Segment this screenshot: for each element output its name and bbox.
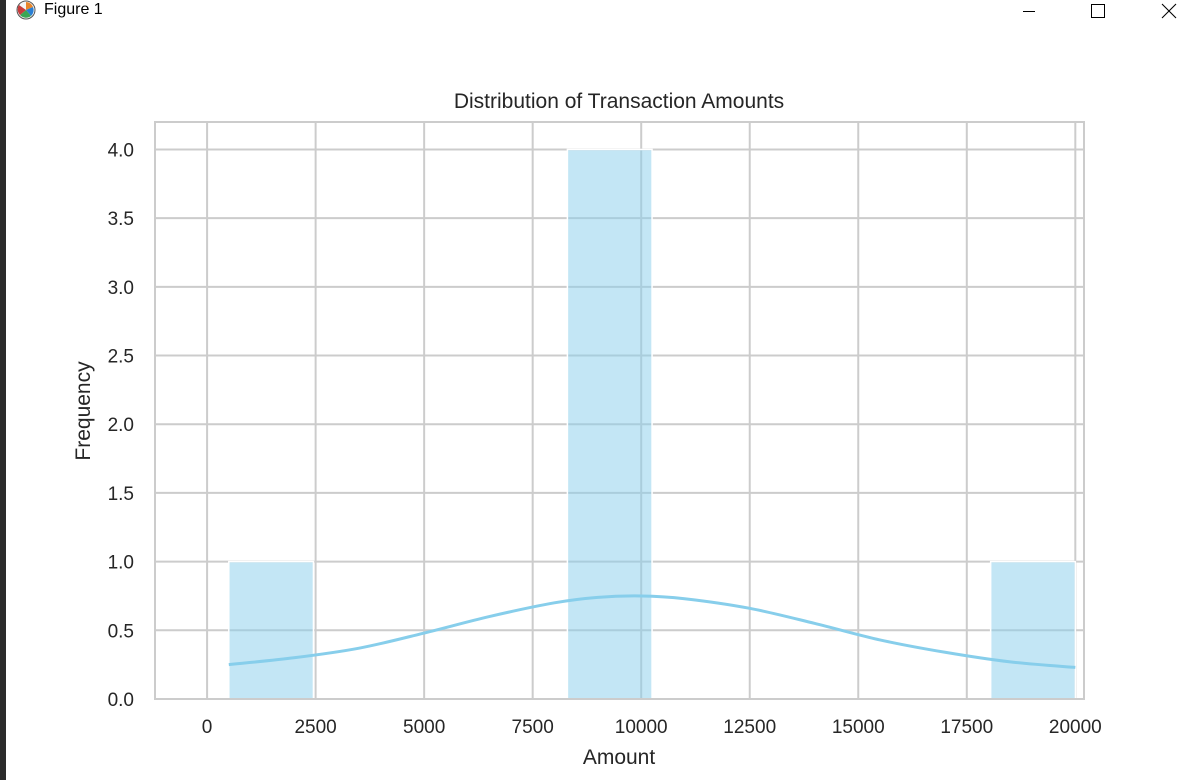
kde-curve-group <box>228 594 1076 669</box>
histogram-bars <box>228 148 1077 700</box>
maximize-button[interactable] <box>1075 0 1121 22</box>
x-tick-label-2: 5000 <box>403 717 445 738</box>
y-tick-label-0: 0.0 <box>108 690 134 711</box>
histogram-bar-2 <box>989 560 1077 700</box>
y-tick-label-3: 1.5 <box>108 484 134 505</box>
y-tick-label-6: 3.0 <box>108 278 134 299</box>
y-tick-label-4: 2.0 <box>108 415 134 436</box>
chart-title: Distribution of Transaction Amounts <box>454 90 784 113</box>
histogram-bar-1 <box>566 148 653 700</box>
maximize-icon <box>1091 4 1105 18</box>
window-title: Figure 1 <box>44 1 103 18</box>
y-tick-label-7: 3.5 <box>108 209 134 230</box>
close-icon <box>1161 3 1177 19</box>
x-tick-label-4: 10000 <box>615 717 668 738</box>
window-titlebar[interactable]: Figure 1 <box>6 0 1186 22</box>
histogram-bar-0 <box>228 560 315 700</box>
x-tick-label-0: 0 <box>202 717 213 738</box>
y-tick-label-8: 4.0 <box>108 140 134 161</box>
y-axis-label: Frequency <box>72 361 95 461</box>
plot-frame <box>154 121 1085 700</box>
x-tick-label-6: 15000 <box>832 717 885 738</box>
y-tick-label-2: 1.0 <box>108 553 134 574</box>
matplotlib-figure-icon <box>16 0 36 20</box>
tick-labels: 0 2500 5000 7500 10000 12500 15000 17500 20000 0.… <box>108 140 1102 738</box>
kde-curve <box>228 594 1076 669</box>
minimize-button[interactable] <box>1006 0 1052 22</box>
x-tick-label-7: 17500 <box>940 717 993 738</box>
minimize-icon <box>1023 11 1035 12</box>
y-tick-label-1: 0.5 <box>108 621 134 642</box>
x-tick-label-5: 12500 <box>723 717 776 738</box>
x-axis-label: Amount <box>583 746 656 769</box>
x-tick-label-3: 7500 <box>512 717 554 738</box>
background-window-edge <box>0 0 6 780</box>
y-tick-label-5: 2.5 <box>108 347 134 368</box>
close-button[interactable] <box>1146 0 1186 22</box>
x-tick-label-8: 20000 <box>1049 717 1102 738</box>
x-tick-label-1: 2500 <box>294 717 336 738</box>
